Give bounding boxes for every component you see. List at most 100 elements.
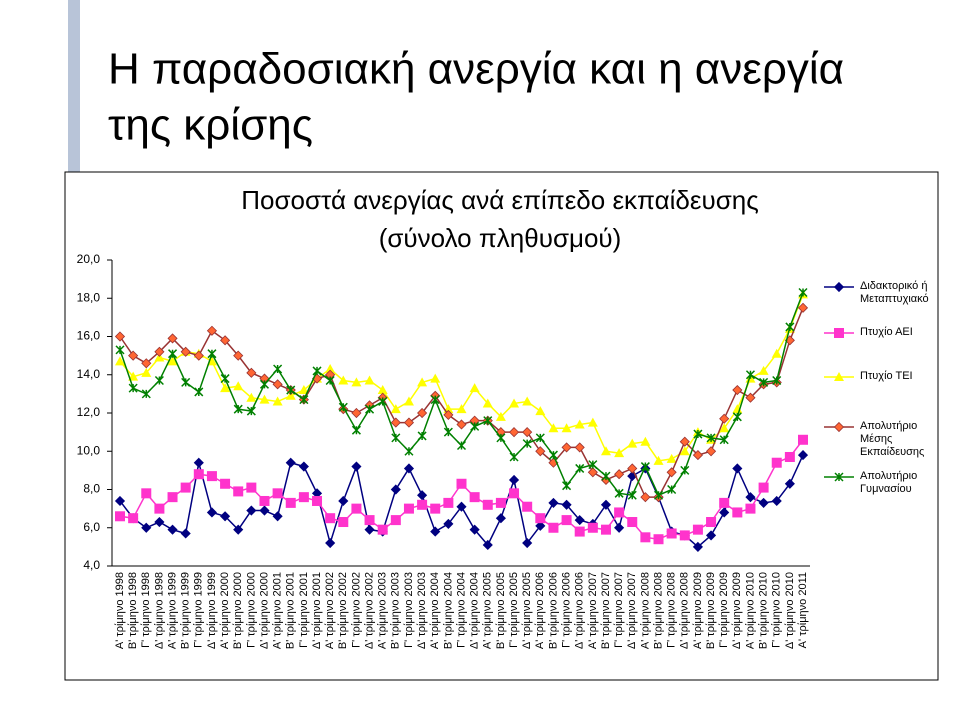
point (206, 325, 218, 336)
point (430, 373, 441, 383)
legend-swatch (824, 472, 854, 482)
point (272, 488, 283, 499)
y-tick-label: 16,0 (77, 329, 101, 343)
point (535, 433, 545, 443)
point (115, 345, 125, 355)
point (154, 503, 165, 514)
x-tick-label: Β' τρίμηνο 2008 (652, 572, 664, 649)
point (496, 433, 506, 443)
point (535, 406, 546, 416)
point (390, 515, 401, 526)
point (404, 446, 414, 456)
x-tick-label: Γ' τρίμηνο 2001 (298, 572, 310, 648)
point (575, 463, 585, 473)
point (141, 488, 152, 499)
point (272, 379, 283, 390)
legend-item: Πτυχίο ΤΕΙ (822, 370, 913, 384)
point (259, 495, 270, 506)
point (233, 350, 244, 361)
point (719, 423, 730, 433)
legend-label: Απολυτήριο Γυμνασίου (860, 470, 918, 495)
point (233, 486, 244, 497)
chart-frame (64, 171, 939, 681)
x-tick-label: Δ' τρίμηνο 2006 (574, 572, 586, 649)
point (167, 524, 178, 535)
point (272, 511, 283, 522)
point (561, 499, 572, 510)
point (154, 352, 165, 362)
point (653, 455, 664, 465)
point (771, 348, 782, 358)
point (207, 349, 217, 359)
legend-marker (834, 472, 844, 482)
legend-marker (833, 281, 845, 293)
point (259, 505, 270, 516)
point (587, 417, 598, 427)
point (220, 383, 231, 393)
point (640, 462, 650, 472)
point (667, 484, 677, 495)
point (522, 427, 533, 438)
point (548, 450, 558, 460)
point (417, 377, 428, 387)
point (470, 421, 480, 431)
point (482, 539, 493, 551)
point (469, 524, 480, 535)
y-tick-label: 14,0 (77, 367, 101, 381)
y-tick-label: 20,0 (77, 252, 101, 266)
point (535, 446, 546, 457)
point (141, 358, 152, 369)
point (614, 469, 625, 480)
point (798, 434, 808, 445)
point (693, 429, 703, 439)
x-tick-label: Α' τρίμηνο 2011 (797, 572, 809, 648)
legend-label: Διδακτορικό ή Μεταπτυχιακό (860, 280, 929, 305)
point (128, 383, 138, 393)
x-tick-label: Β' τρίμηνο 2002 (337, 572, 349, 649)
point (562, 481, 572, 491)
point (495, 411, 506, 421)
point (627, 438, 638, 448)
point (285, 390, 296, 400)
x-tick-label: Α' τρίμηνο 2001 (272, 572, 284, 649)
point (390, 484, 401, 495)
legend-label: Πτυχίο ΑΕΙ (860, 326, 913, 338)
point (771, 495, 782, 507)
point (390, 417, 401, 428)
point (745, 492, 756, 503)
point (430, 526, 441, 537)
point (154, 346, 165, 357)
point (167, 492, 178, 503)
x-tick-label: Δ' τρίμηνο 2010 (784, 572, 796, 649)
point (706, 433, 716, 443)
x-tick-label: Β' τρίμηνο 2001 (285, 572, 297, 649)
point (115, 511, 125, 522)
point (430, 503, 441, 514)
y-tick-label: 12,0 (77, 405, 101, 419)
point (483, 416, 493, 426)
point (587, 522, 598, 533)
point (495, 513, 506, 524)
x-tick-label: Β' τρίμηνο 2005 (495, 572, 507, 649)
point (193, 457, 204, 468)
point (456, 501, 467, 512)
x-tick-label: Γ' τρίμηνο 2006 (560, 572, 572, 648)
point (745, 392, 756, 403)
point (115, 356, 125, 366)
x-tick-label: Γ' τρίμηνο 2004 (455, 572, 467, 648)
point (220, 335, 231, 346)
x-tick-label: Γ' τρίμηνο 2000 (245, 572, 257, 648)
point (259, 379, 270, 389)
point (692, 541, 703, 552)
point (679, 436, 690, 447)
point (640, 532, 651, 543)
x-tick-label: Α' τρίμηνο 2008 (639, 572, 651, 649)
point (784, 451, 795, 462)
point (508, 474, 520, 486)
point (443, 518, 454, 529)
point (351, 377, 362, 387)
point (403, 417, 415, 428)
point (220, 511, 231, 522)
point (246, 367, 257, 378)
point (784, 478, 795, 489)
